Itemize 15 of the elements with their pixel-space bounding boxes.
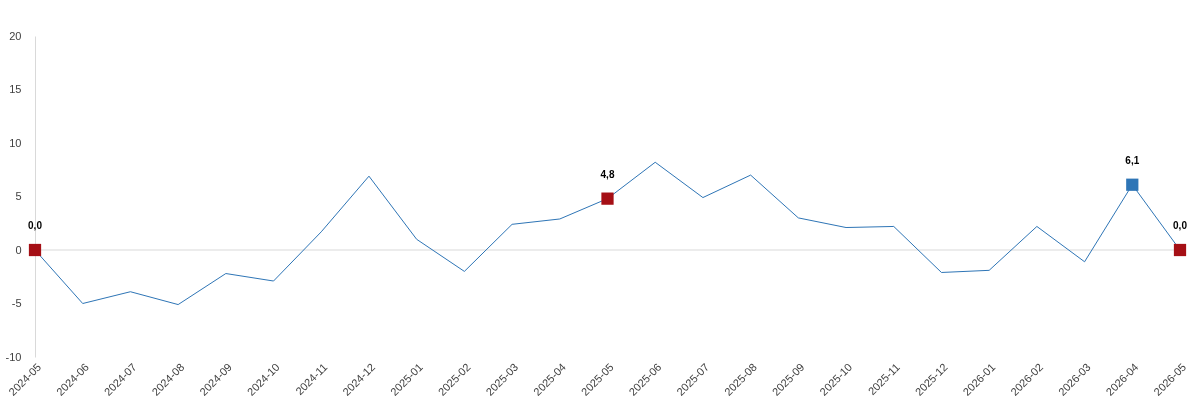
y-tick-label: 10 [9,136,22,149]
point [1126,178,1139,191]
y-tick-label: 15 [9,83,22,95]
data-label: 4,8 [600,168,615,180]
y-tick-label: -10 [5,350,22,363]
y-tick-label: 20 [9,29,22,42]
point [601,192,614,205]
y-tick-label: 0 [15,243,22,256]
point [28,243,42,257]
data-label: 0,0 [28,220,43,231]
y-tick-label: 5 [15,190,22,202]
data-label: 6,1 [1125,154,1140,166]
point [1173,243,1187,257]
y-tick-label: -5 [11,297,22,309]
data-label: 0,0 [1173,220,1188,231]
